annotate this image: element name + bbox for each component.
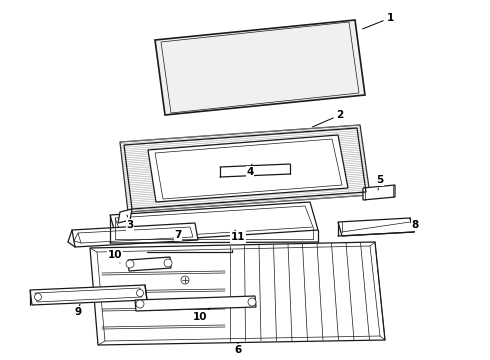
Polygon shape [90,242,385,345]
Text: 7: 7 [174,230,182,240]
Text: 3: 3 [126,215,134,230]
Polygon shape [128,257,171,271]
Text: 5: 5 [376,175,384,190]
Polygon shape [115,206,313,239]
Circle shape [137,289,144,297]
Text: 9: 9 [74,304,81,317]
Text: 11: 11 [231,230,245,242]
Polygon shape [97,246,380,341]
Polygon shape [110,202,318,243]
Polygon shape [30,285,147,305]
Text: 8: 8 [412,220,418,230]
Polygon shape [118,209,132,223]
Circle shape [196,298,204,306]
Polygon shape [363,185,395,200]
Text: 4: 4 [246,164,254,177]
Text: 10: 10 [193,308,210,322]
Polygon shape [35,288,142,302]
Polygon shape [155,20,365,115]
Polygon shape [338,218,414,236]
Polygon shape [155,139,342,199]
Polygon shape [78,227,193,243]
Polygon shape [120,125,370,212]
Polygon shape [135,296,256,311]
Circle shape [248,298,256,306]
Text: 10: 10 [108,250,122,263]
Circle shape [126,260,134,268]
Circle shape [136,300,144,308]
Polygon shape [161,22,359,113]
Text: 6: 6 [234,343,242,355]
Text: 2: 2 [313,110,343,127]
Circle shape [34,293,42,301]
Circle shape [164,259,172,267]
Polygon shape [72,223,198,247]
Text: 1: 1 [363,13,393,29]
Circle shape [181,276,189,284]
Polygon shape [148,135,348,202]
